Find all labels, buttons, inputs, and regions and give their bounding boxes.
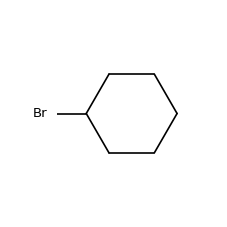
Text: Br: Br bbox=[32, 107, 47, 120]
